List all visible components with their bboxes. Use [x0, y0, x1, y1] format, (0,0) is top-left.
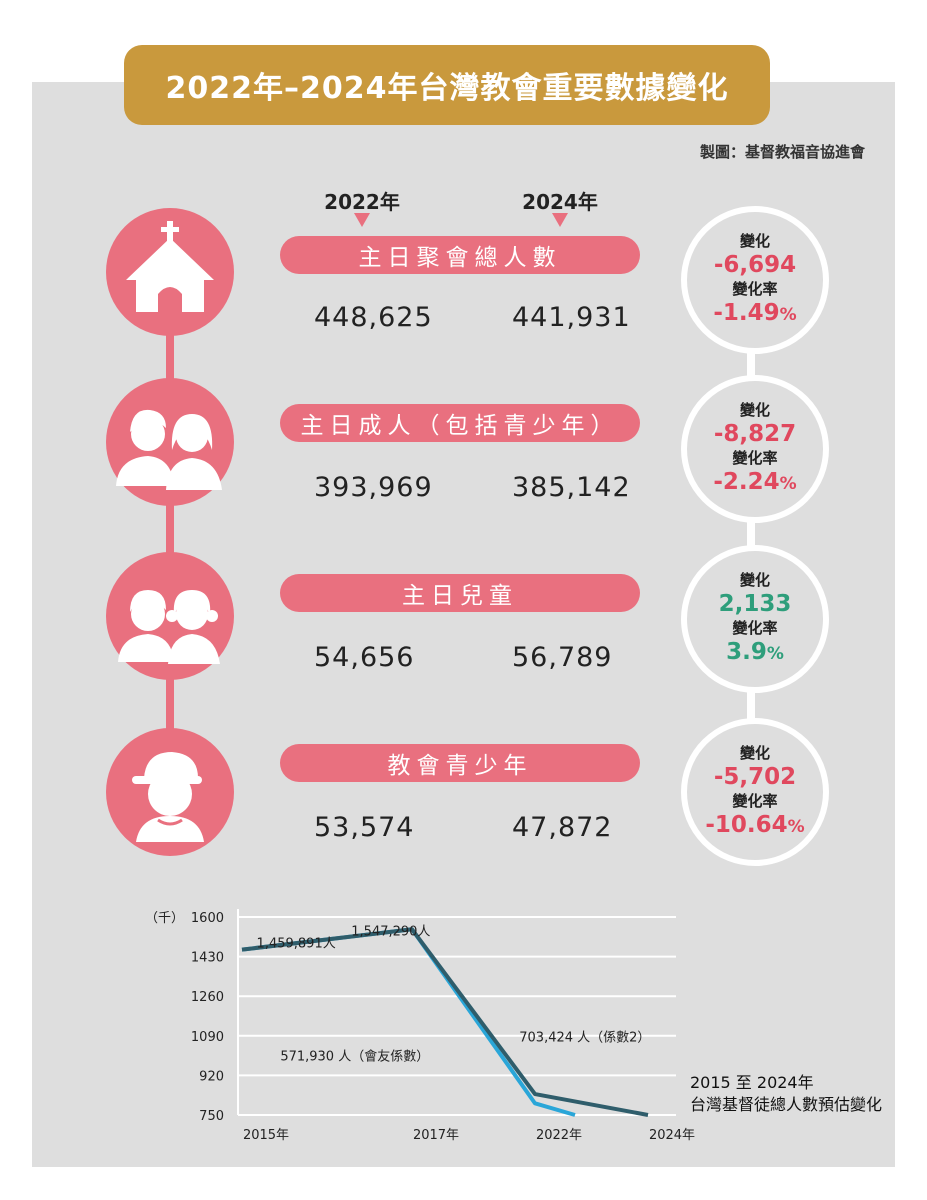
rate-label: 變化率 — [732, 792, 778, 810]
data-annotation: 1,459,891人 — [257, 936, 336, 951]
change-value: -5,702 — [713, 764, 797, 790]
rate-label: 變化率 — [732, 449, 778, 467]
adults-icon — [106, 378, 234, 506]
y-tick-label: 1600 — [191, 911, 224, 926]
left-connector-line — [166, 270, 174, 790]
y-tick-label: 1090 — [191, 1030, 224, 1045]
church-icon — [106, 208, 234, 336]
chart-caption: 2015 至 2024年 台灣基督徒總人數預估變化 — [690, 1072, 882, 1116]
rate-value: -2.24% — [713, 469, 797, 495]
change-value: -8,827 — [713, 421, 797, 447]
change-label: 變化 — [739, 401, 770, 419]
value-2024: 47,872 — [512, 812, 613, 843]
series-line-coefficient-2 — [241, 927, 649, 1117]
change-label: 變化 — [739, 744, 770, 762]
value-2022: 393,969 — [314, 472, 433, 503]
page-title: 2022年–2024年台灣教會重要數據變化 — [124, 45, 770, 125]
change-value: -6,694 — [713, 252, 797, 278]
data-annotation: 1,547,290人 — [351, 925, 430, 940]
x-tick-label: 2024年 — [649, 1128, 695, 1143]
chart-caption-line1: 2015 至 2024年 — [690, 1073, 814, 1092]
y-tick-label: 1260 — [191, 990, 224, 1005]
value-2022: 448,625 — [314, 302, 433, 333]
rate-value: -1.49% — [713, 300, 797, 326]
label-sunday-total: 主日聚會總人數 — [280, 236, 640, 274]
year-arrow-2022 — [354, 213, 370, 227]
y-tick-label: 750 — [199, 1109, 224, 1124]
rate-label: 變化率 — [732, 619, 778, 637]
change-circle: 變化 -5,702 變化率 -10.64% — [681, 718, 829, 866]
credit-text: 製圖：基督教福音協進會 — [699, 143, 865, 161]
value-2022: 53,574 — [314, 812, 415, 843]
year-header-2022: 2022年 — [324, 190, 400, 214]
children-icon — [106, 552, 234, 680]
year-arrow-2024 — [552, 213, 568, 227]
data-annotation: 571,930 人（會友係數） — [280, 1048, 429, 1064]
y-tick-label: 920 — [199, 1069, 224, 1084]
change-label: 變化 — [739, 232, 770, 250]
label-sunday-children: 主日兒童 — [280, 574, 640, 612]
plot-area — [238, 909, 676, 1121]
data-annotation: 703,424 人（係數2） — [519, 1031, 650, 1046]
label-church-youth: 教會青少年 — [280, 744, 640, 782]
change-value: 2,133 — [718, 591, 792, 617]
year-header-2024: 2024年 — [522, 190, 598, 214]
rate-value: -10.64% — [705, 812, 805, 838]
rate-label: 變化率 — [732, 280, 778, 298]
value-2022: 54,656 — [314, 642, 415, 673]
chart-caption-line2: 台灣基督徒總人數預估變化 — [690, 1095, 883, 1114]
y-tick-label: 1430 — [191, 951, 224, 966]
teen-icon — [106, 728, 234, 856]
label-sunday-adults: 主日成人（包括青少年） — [280, 404, 640, 442]
change-circle: 變化 -6,694 變化率 -1.49% — [681, 206, 829, 354]
value-2024: 385,142 — [512, 472, 631, 503]
change-circle: 變化 2,133 變化率 3.9% — [681, 545, 829, 693]
change-circle: 變化 -8,827 變化率 -2.24% — [681, 375, 829, 523]
x-tick-label: 2022年 — [536, 1128, 582, 1143]
rate-value: 3.9% — [726, 639, 784, 665]
right-connector-line — [747, 290, 755, 790]
x-tick-label: 2015年 — [243, 1128, 289, 1143]
x-tick-label: 2017年 — [413, 1128, 459, 1143]
change-label: 變化 — [739, 571, 770, 589]
value-2024: 56,789 — [512, 642, 613, 673]
value-2024: 441,931 — [512, 302, 631, 333]
y-axis-unit-label: （千） — [145, 911, 184, 926]
